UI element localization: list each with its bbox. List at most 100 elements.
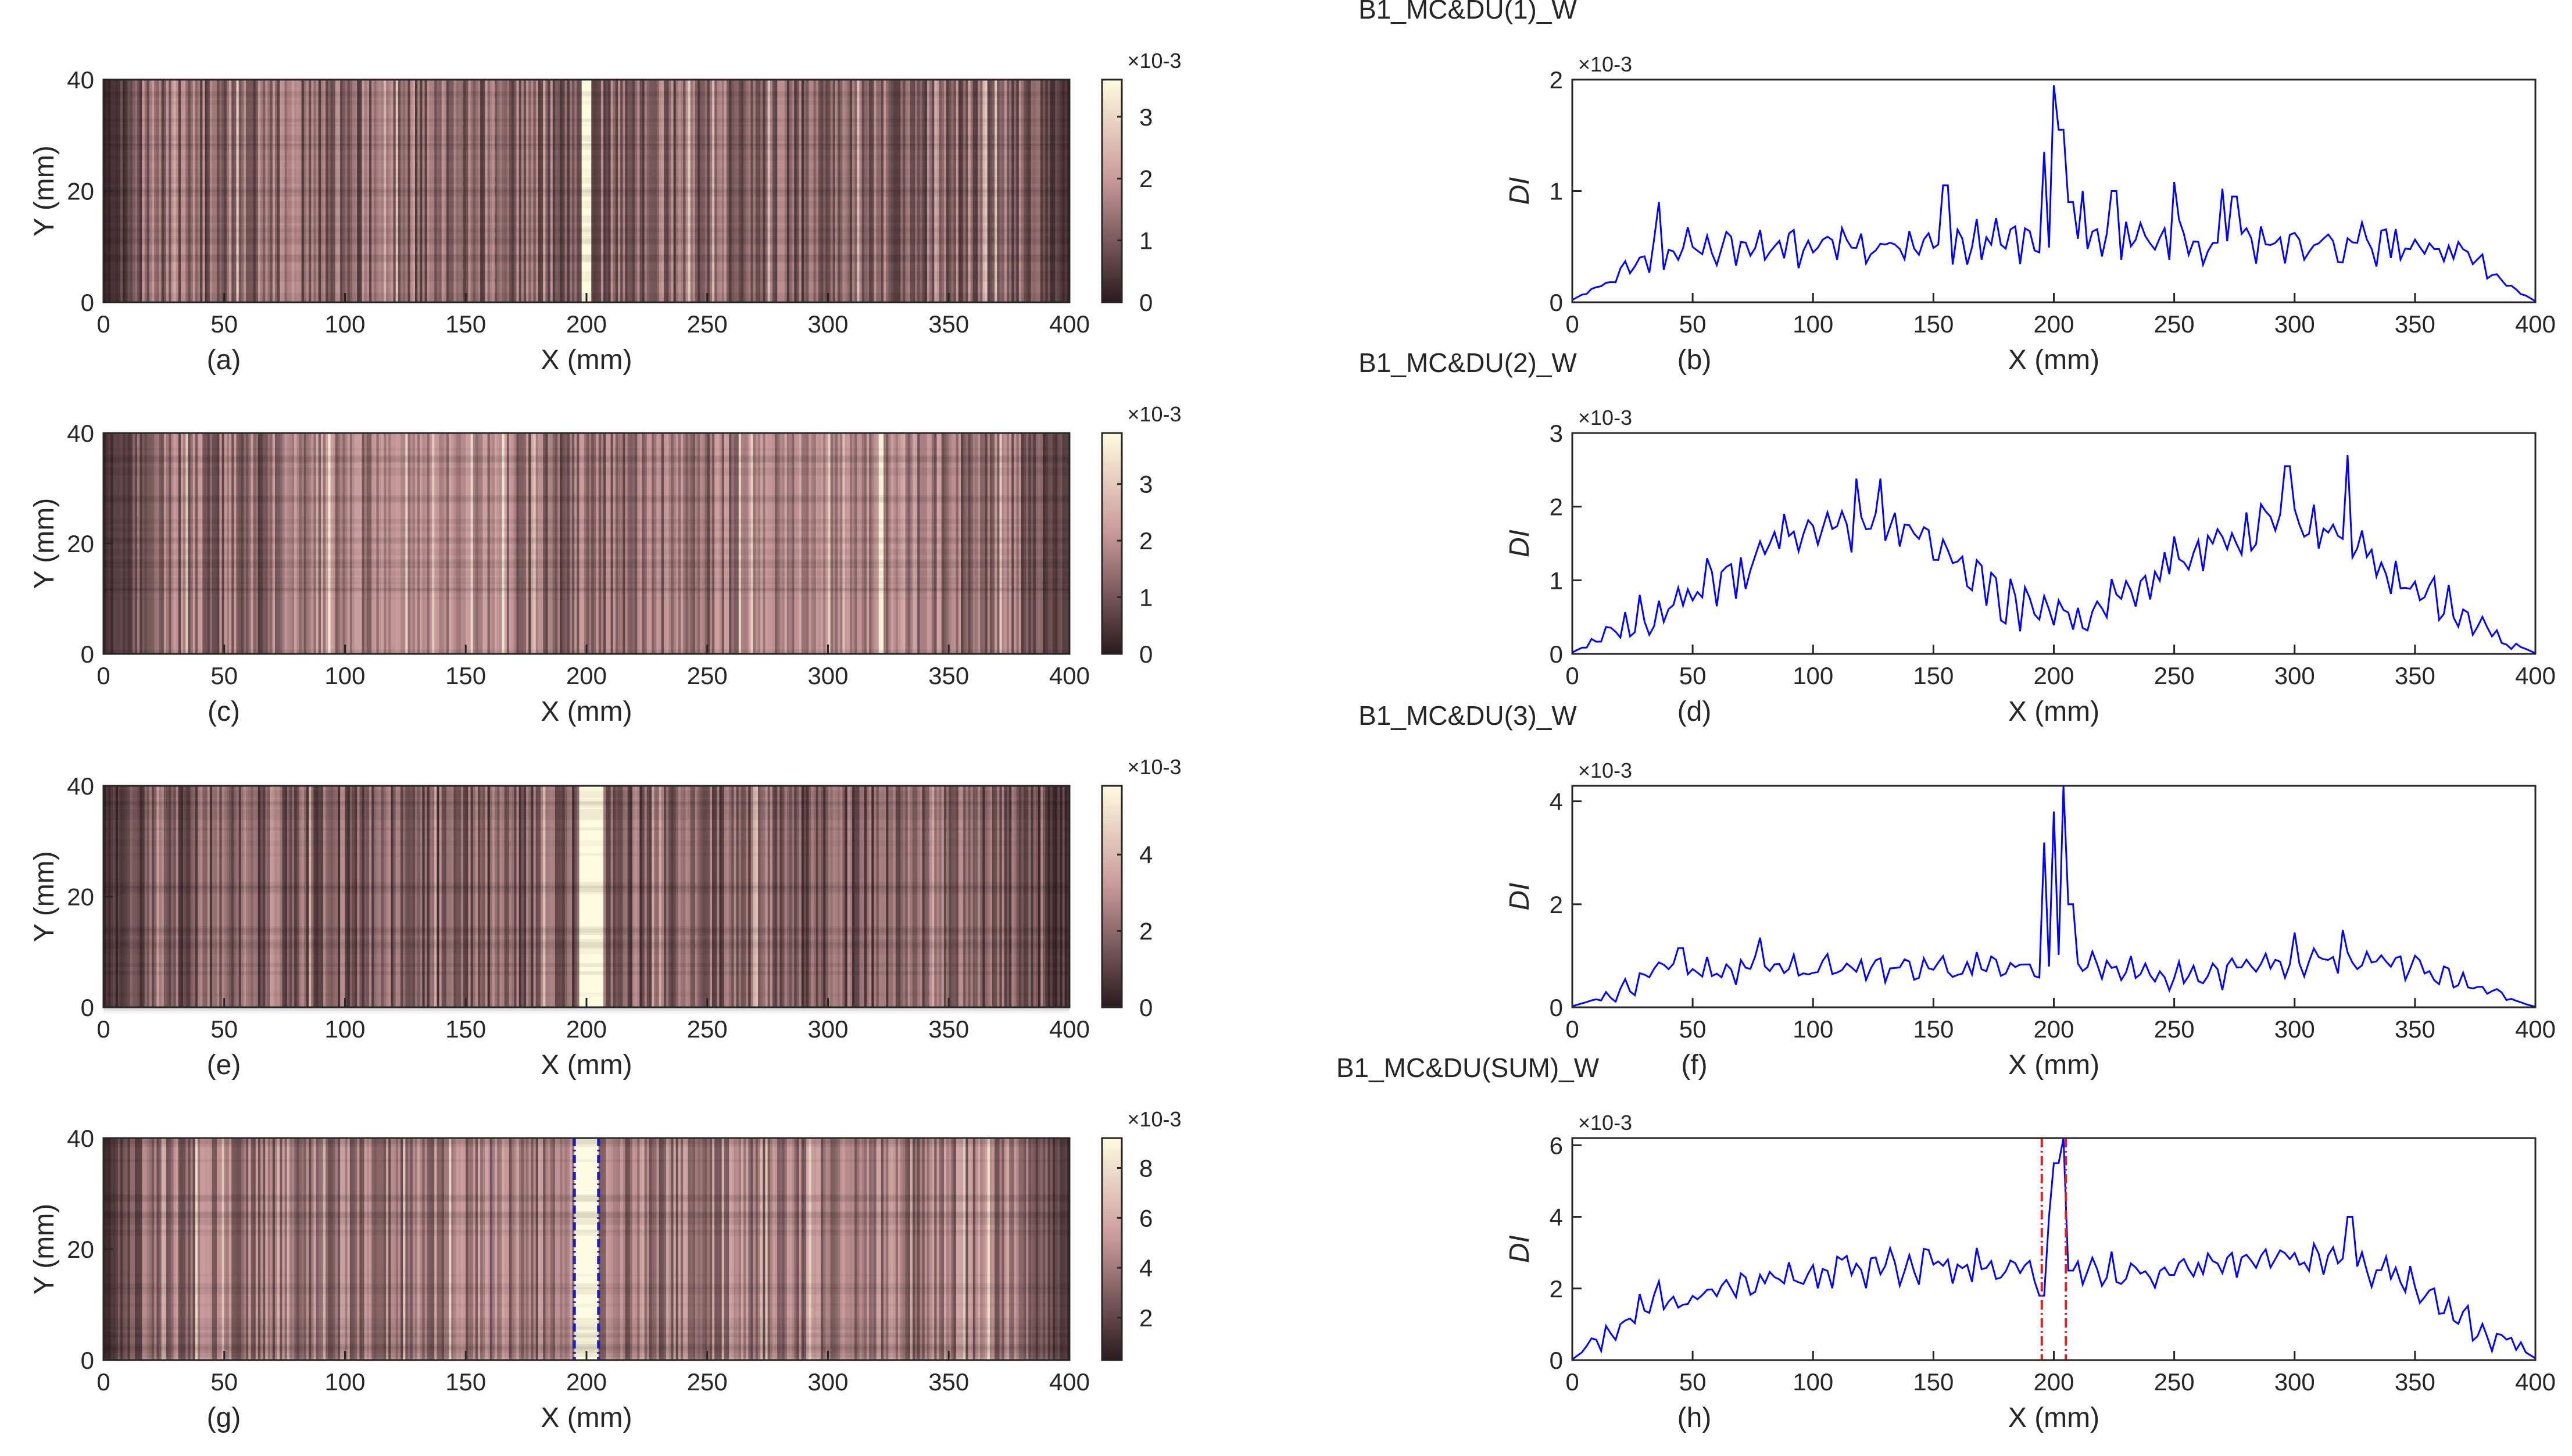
heatmap-column	[482, 1138, 486, 1360]
x-tick-label: 400	[2515, 1015, 2556, 1043]
heatmap-column	[799, 433, 802, 654]
heatmap-texture	[103, 448, 1069, 450]
axis-exponent: ×10-3	[1578, 1111, 1632, 1135]
heatmap-column	[342, 80, 346, 302]
heatmap-column	[335, 80, 338, 302]
heatmap-column	[156, 433, 160, 654]
heatmap-column	[900, 786, 904, 1007]
heatmap-column	[243, 1138, 246, 1360]
heatmap-column	[748, 1138, 752, 1360]
heatmap-column	[717, 786, 720, 1007]
heatmap-column	[219, 80, 223, 302]
heatmap-column	[557, 786, 561, 1007]
heatmap-column	[120, 433, 124, 654]
heatmap-column	[149, 786, 152, 1007]
y-axis-label: DI	[1504, 883, 1535, 911]
heatmap-column	[794, 433, 797, 654]
heatmap-column	[912, 1138, 915, 1360]
y-axis-label: Y (mm)	[29, 851, 60, 942]
heatmap-texture	[103, 942, 1069, 949]
heatmap-column	[956, 80, 959, 302]
heatmap-column	[905, 433, 908, 654]
heatmap-column	[277, 433, 281, 654]
heatmap-column	[381, 433, 384, 654]
heatmap-column	[528, 433, 532, 654]
heatmap-column	[497, 80, 500, 302]
heatmap-column	[328, 786, 331, 1007]
heatmap-column	[852, 1138, 856, 1360]
heatmap-column	[900, 80, 904, 302]
heatmap-column	[294, 80, 298, 302]
heatmap-column	[700, 1138, 703, 1360]
heatmap-column	[1055, 80, 1058, 302]
heatmap-column	[567, 1138, 570, 1360]
heatmap-texture	[103, 254, 1069, 262]
heatmap-column	[695, 1138, 698, 1360]
x-tick-label: 250	[2154, 310, 2195, 338]
heatmap-column	[685, 786, 689, 1007]
heatmap-column	[502, 433, 505, 654]
heatmap-column	[847, 786, 850, 1007]
heatmap-column	[577, 786, 580, 1007]
heatmap-column	[852, 786, 856, 1007]
heatmap-column	[613, 433, 616, 654]
heatmap-column	[912, 786, 915, 1007]
heatmap-column	[528, 786, 532, 1007]
heatmap-column	[523, 786, 527, 1007]
x-tick-label: 250	[2154, 662, 2195, 689]
heatmap-column	[560, 80, 563, 302]
heatmap-column	[639, 433, 643, 654]
heatmap-column	[113, 786, 116, 1007]
heatmap-column	[195, 1138, 198, 1360]
heatmap-column	[120, 1138, 124, 1360]
heatmap-column	[117, 80, 121, 302]
heatmap-column	[178, 433, 181, 654]
heatmap-column	[1038, 433, 1041, 654]
heatmap-column	[178, 1138, 181, 1360]
heatmap-column	[1014, 80, 1017, 302]
y-tick-label: 0	[1550, 1347, 1563, 1374]
heatmap-column	[700, 433, 703, 654]
heatmap-column	[176, 80, 179, 302]
heatmap-column	[924, 433, 928, 654]
heatmap-column	[963, 1138, 967, 1360]
heatmap-column	[137, 433, 141, 654]
heatmap-column	[1031, 786, 1034, 1007]
y-tick-label: 0	[1550, 641, 1563, 668]
heatmap-column	[523, 1138, 527, 1360]
heatmap-column	[229, 80, 232, 302]
heatmap-column	[639, 80, 643, 302]
heatmap-column	[949, 433, 952, 654]
heatmap-column	[726, 786, 729, 1007]
heatmap-column	[635, 1138, 638, 1360]
heatmap-column	[185, 1138, 189, 1360]
heatmap-column	[289, 786, 292, 1007]
heatmap-column	[753, 433, 756, 654]
heatmap-column	[514, 80, 517, 302]
heatmap-column	[405, 433, 409, 654]
heatmap-column	[552, 80, 556, 302]
heatmap-column	[303, 1138, 307, 1360]
heatmap-column	[272, 1138, 276, 1360]
heatmap-column	[932, 80, 935, 302]
heatmap-column	[280, 433, 283, 654]
heatmap-column	[152, 80, 155, 302]
heatmap-column	[987, 80, 990, 302]
heatmap-column	[330, 80, 334, 302]
heatmap-column	[965, 80, 969, 302]
y-tick-label: 40	[67, 1125, 94, 1152]
heatmap-column	[139, 80, 143, 302]
heatmap-column	[646, 433, 650, 654]
di-series-line	[1572, 785, 2536, 1008]
heatmap-column	[644, 80, 648, 302]
heatmap-column	[697, 786, 701, 1007]
heatmap-column	[277, 80, 281, 302]
heatmap-column	[897, 1138, 901, 1360]
heatmap-column	[956, 786, 959, 1007]
heatmap-column	[303, 786, 307, 1007]
heatmap-column	[243, 786, 246, 1007]
heatmap-column	[171, 1138, 174, 1360]
heatmap-column	[825, 80, 829, 302]
heatmap-column	[721, 80, 725, 302]
heatmap-column	[1064, 433, 1068, 654]
